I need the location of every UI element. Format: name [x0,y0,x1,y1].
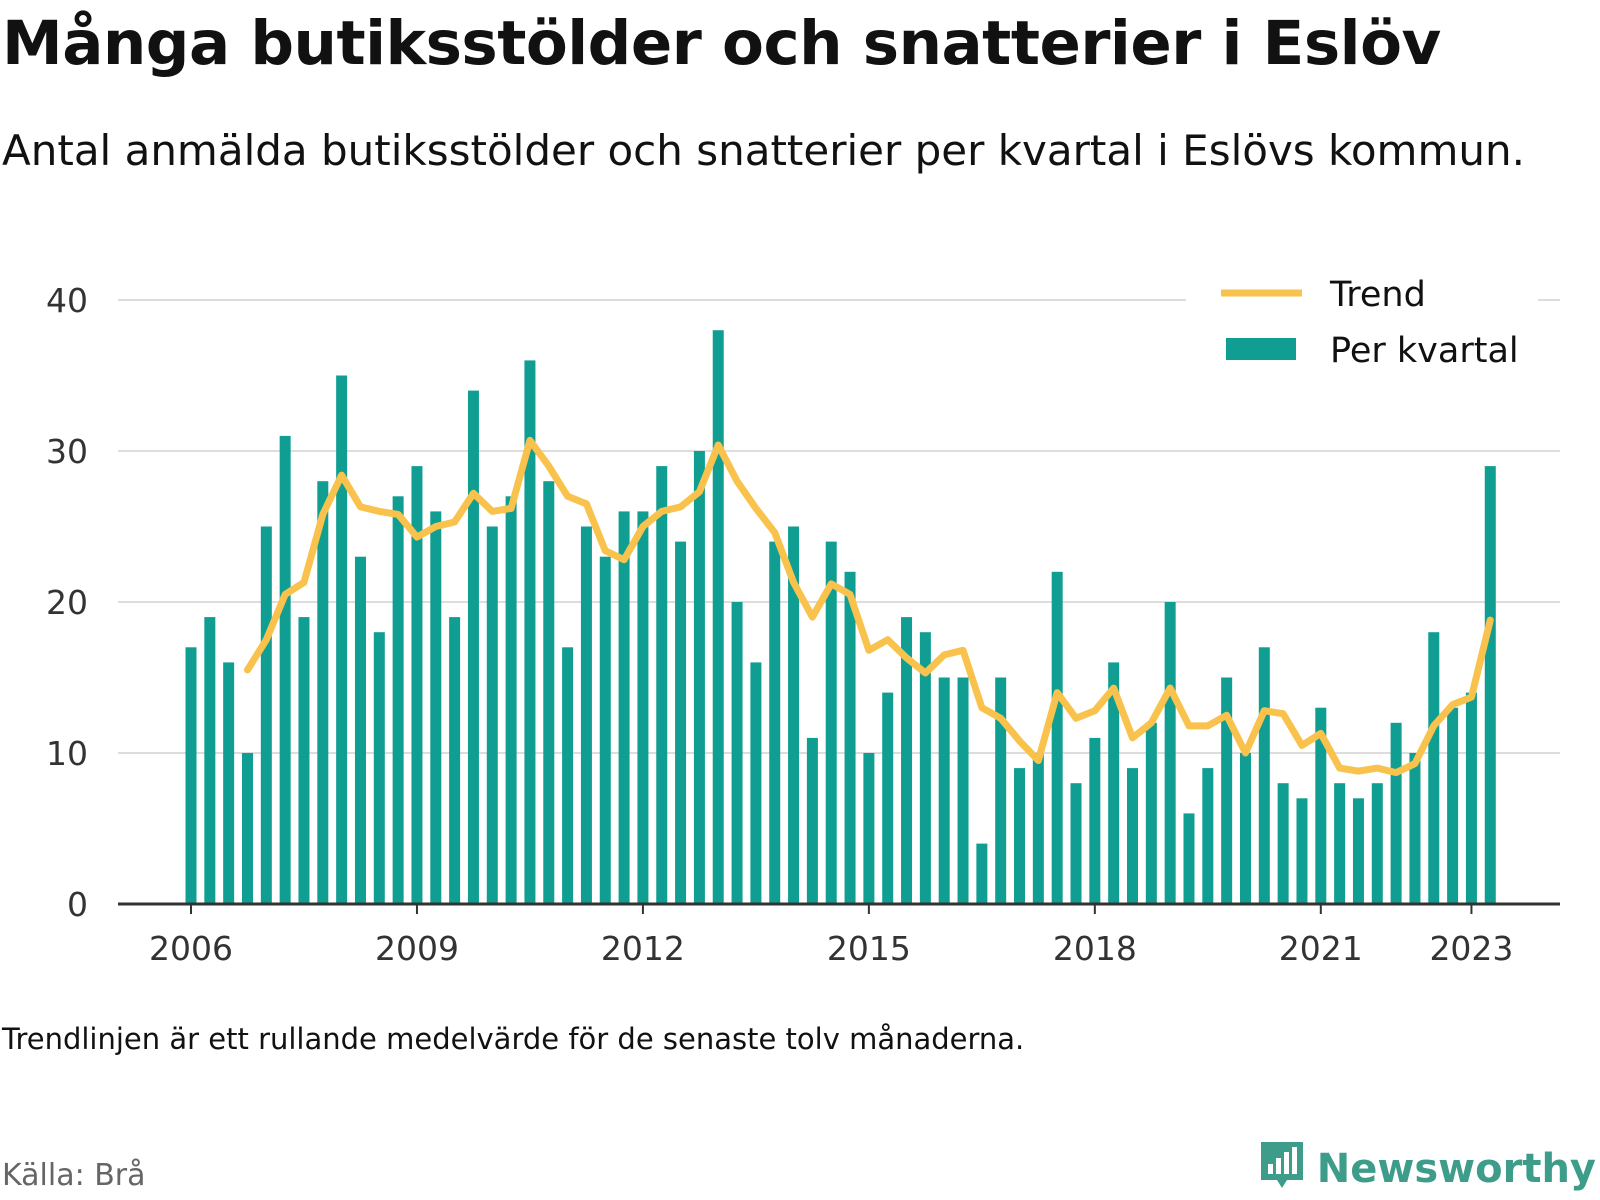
bar [1447,707,1459,904]
x-tick-label: 2018 [1053,929,1137,968]
bar [1089,737,1101,904]
bar [844,571,856,904]
bar [901,617,913,904]
bar [750,662,762,904]
bar [580,526,592,904]
bar [1127,768,1138,904]
bar [1465,692,1477,904]
bar [1371,783,1383,904]
bar [279,435,291,904]
bar [204,617,216,904]
brand-name: Newsworthy [1316,1146,1596,1192]
bar [1315,707,1327,904]
bar [1258,647,1270,904]
bar [618,511,630,904]
bar [1183,813,1195,904]
bar [693,451,705,904]
bar [430,511,442,904]
bar [392,496,404,904]
bar [957,677,969,904]
bar [1145,722,1157,904]
bar [731,602,743,904]
x-tick-label: 2006 [149,929,233,968]
bar [1239,753,1251,904]
bar [1484,466,1496,904]
bar [336,375,348,904]
bar [562,647,574,904]
source-credit: Källa: Brå [2,1158,146,1193]
bar [524,360,536,904]
y-tick-label: 0 [67,885,88,924]
x-tick-label: 2021 [1279,929,1363,968]
bar [449,617,461,904]
bar [373,632,385,904]
brand-logo: Newsworthy [1257,1140,1596,1198]
bar [1164,602,1176,904]
bar [1221,677,1233,904]
bar [1409,753,1421,904]
x-tick-label: 2012 [601,929,685,968]
y-tick-label: 10 [46,734,88,773]
trend-line [243,436,1494,777]
bar [1014,768,1026,904]
bar [882,692,894,904]
bar [769,541,781,904]
chart-area: 0 10 20 30 40 2006 2009 2012 2015 2018 2021 2023 T… [46,275,1560,968]
bar [317,481,329,904]
bar-series [185,330,1496,905]
bar [637,511,649,904]
bar [599,556,611,904]
bar [486,526,498,904]
bar [354,556,366,904]
y-tick-label: 40 [46,281,88,320]
bar [675,541,687,904]
x-tick-label: 2023 [1429,929,1513,968]
y-tick-label: 20 [46,583,88,622]
newsworthy-logo-icon [1260,1142,1303,1188]
chart-footnote: Trendlinjen är ett rullande medelvärde f… [2,1022,1025,1056]
bar [976,843,988,904]
bar [1296,798,1308,904]
bar [543,481,555,904]
legend: Trend Per kvartal [1186,275,1538,372]
bar [1032,753,1044,904]
bar [656,466,668,904]
chart-subtitle: Antal anmälda butiksstölder och snatteri… [2,126,1525,175]
y-axis-ticks: 0 10 20 30 40 [46,281,88,924]
bar [411,466,423,904]
chart-title: Många butiksstölder och snatterier i Esl… [2,8,1441,79]
bar [241,753,253,904]
bar [1051,571,1063,904]
bar [863,753,875,904]
bar [298,617,310,904]
x-tick-label: 2009 [375,929,459,968]
bar [919,632,931,904]
bar [1070,783,1082,904]
x-axis-ticks: 2006 2009 2012 2015 2018 2021 2023 [149,904,1513,968]
legend-label-per-kvartal: Per kvartal [1330,331,1519,371]
legend-label-trend: Trend [1329,275,1426,315]
bar [995,677,1007,904]
bar [467,390,479,905]
bar [1334,783,1346,904]
bar [1428,632,1440,904]
bar [260,526,272,904]
legend-bars-swatch [1226,338,1296,360]
bar [712,330,724,904]
bar [505,496,517,904]
bar [825,541,837,904]
bar [806,737,818,904]
y-tick-label: 30 [46,432,88,471]
bar [1277,783,1289,904]
bar [185,647,197,904]
bar [1108,662,1120,904]
bar [1352,798,1364,904]
bar [1202,768,1214,904]
bar [1390,722,1402,904]
bar [938,677,950,904]
bar [223,662,235,904]
x-tick-label: 2015 [827,929,911,968]
bar [788,526,800,904]
